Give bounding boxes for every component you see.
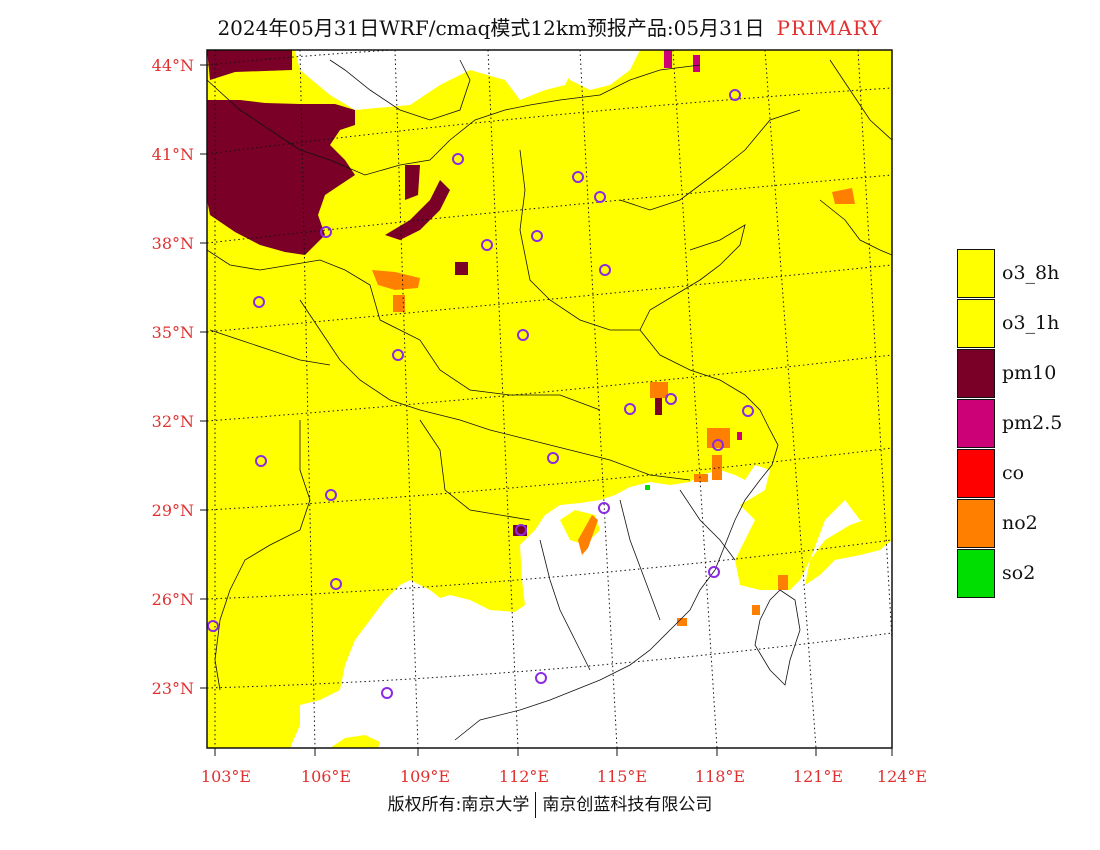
lat-label: 44°N [152,56,194,75]
station-marker [452,153,464,165]
longitude-gridlines [214,50,892,748]
station-marker [572,171,584,183]
station-marker [320,226,332,238]
station-marker [381,687,393,699]
copyright-right: 南京创蓝科技有限公司 [542,795,713,815]
lon-label: 112°E [499,767,549,786]
lat-label: 26°N [152,590,194,609]
station-marker [481,239,493,251]
title-text: 2024年05月31日WRF/cmaq模式12km预报产品:05月31日 [217,16,765,40]
northeast-clear-area [550,50,640,90]
station-marker [535,672,547,684]
station-marker [253,296,265,308]
station-marker [708,566,720,578]
latitude-labels: 44°N 41°N 38°N 35°N 32°N 29°N 26°N 23°N [152,56,194,698]
legend-swatch [957,499,995,548]
legend-label: o3_8h [1002,262,1060,284]
station-marker [624,403,636,415]
no2-patch-e [712,455,722,480]
station-marker [729,89,741,101]
lon-label: 121°E [793,767,843,786]
station-marker [594,191,606,203]
lon-label: 124°E [877,767,927,786]
legend-label: pm10 [1002,362,1057,384]
legend-swatch [957,399,995,448]
station-marker [207,620,219,632]
map-title: 2024年05月31日WRF/cmaq模式12km预报产品:05月31日 PRIM… [0,12,1100,41]
legend-label: o3_1h [1002,312,1060,334]
station-marker [325,489,337,501]
station-marker [742,405,754,417]
lat-label: 29°N [152,501,194,520]
lat-label: 23°N [152,679,194,698]
city-stations [207,89,754,699]
pm10-belt [385,180,450,240]
plot-frame [206,49,893,749]
pm25-spot-c [737,432,742,440]
station-marker [392,349,404,361]
north-clear-area [300,50,470,95]
station-marker [599,264,611,276]
no2-patch-c [650,382,668,398]
legend-swatch [957,249,995,298]
station-marker [547,452,559,464]
map-plot [207,50,892,748]
pm10-spot-d [655,395,662,415]
o3-coast-fragment [805,510,892,585]
legend-swatch [957,449,995,498]
lon-label: 109°E [400,767,450,786]
legend-label: co [1002,462,1025,484]
boundary-lines [207,59,892,741]
pm25-spot-a [664,50,672,68]
no2-patch-g [832,188,855,204]
legend-swatch [957,349,995,398]
longitude-labels: 103°E 106°E 109°E 112°E 115°E 118°E 121°… [201,767,927,786]
lon-label: 115°E [597,767,647,786]
station-marker [712,439,724,451]
no2-patch-k [694,474,708,482]
no2-patch-b [393,295,405,312]
station-marker [330,578,342,590]
pm10-northwest [207,50,292,80]
no2-patch-i [752,605,760,615]
legend-label: pm2.5 [1002,412,1063,434]
no2-patch-f [578,515,598,555]
no2-patch-h [778,575,788,590]
so2-spot [645,485,650,490]
legend-label: so2 [1002,562,1036,584]
pm10-spot-b [455,262,468,275]
lat-label: 32°N [152,412,194,431]
station-marker [517,329,529,341]
lon-label: 103°E [201,767,251,786]
lon-label: 118°E [695,767,745,786]
station-marker [531,230,543,242]
copyright-left: 版权所有:南京大学 [387,795,530,815]
station-marker [515,524,527,536]
o3-bottom-fragment [330,735,380,748]
footer-separator [535,792,537,818]
lat-label: 41°N [152,145,194,164]
station-marker [255,455,267,467]
legend-swatch [957,299,995,348]
pm10-spot-a [405,165,420,200]
legend-label: no2 [1002,512,1038,534]
legend-swatch [957,549,995,598]
lat-label: 35°N [152,323,194,342]
station-marker [665,393,677,405]
lat-label: 38°N [152,234,194,253]
lon-label: 106°E [301,767,351,786]
pm25-spot-b [693,55,700,72]
axis-ticks [200,64,893,756]
pm10-plateau [207,100,355,255]
primary-tag: PRIMARY [776,16,883,40]
no2-patch-a [372,270,420,290]
no2-patches [372,188,855,626]
station-marker [598,502,610,514]
copyright-footer: 版权所有:南京大学 南京创蓝科技有限公司 [0,790,1100,818]
no2-patch-d [707,428,730,448]
